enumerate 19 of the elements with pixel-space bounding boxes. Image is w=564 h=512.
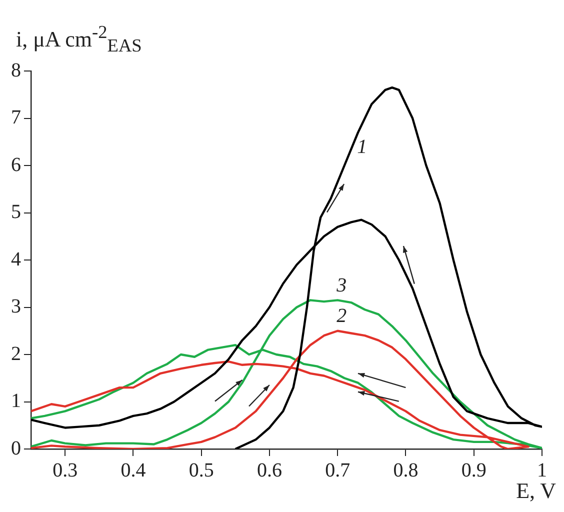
x-tick-label: 0.4 [120,459,146,482]
x-tick-label: 0.3 [52,459,78,482]
y-tick-label: 4 [11,248,21,270]
series-label: 2 [336,305,347,328]
y-tick-label: 1 [11,390,21,412]
series-label: 3 [336,274,347,296]
x-tick-label: 0.6 [256,459,282,482]
x-tick-label: 0.7 [325,459,350,482]
y-tick-label: 2 [11,342,21,365]
x-tick-label: 0.9 [461,459,486,482]
x-tick-label: 0.5 [188,459,214,482]
x-tick-label: 0.8 [393,459,418,482]
y-tick-label: 0 [11,437,21,460]
y-tick-label: 6 [11,154,21,176]
y-tick-label: 5 [11,201,21,223]
y-tick-label: 3 [11,296,21,318]
y-tick-label: 8 [11,59,21,82]
series-label: 1 [357,136,368,158]
y-tick-label: 7 [11,106,21,128]
